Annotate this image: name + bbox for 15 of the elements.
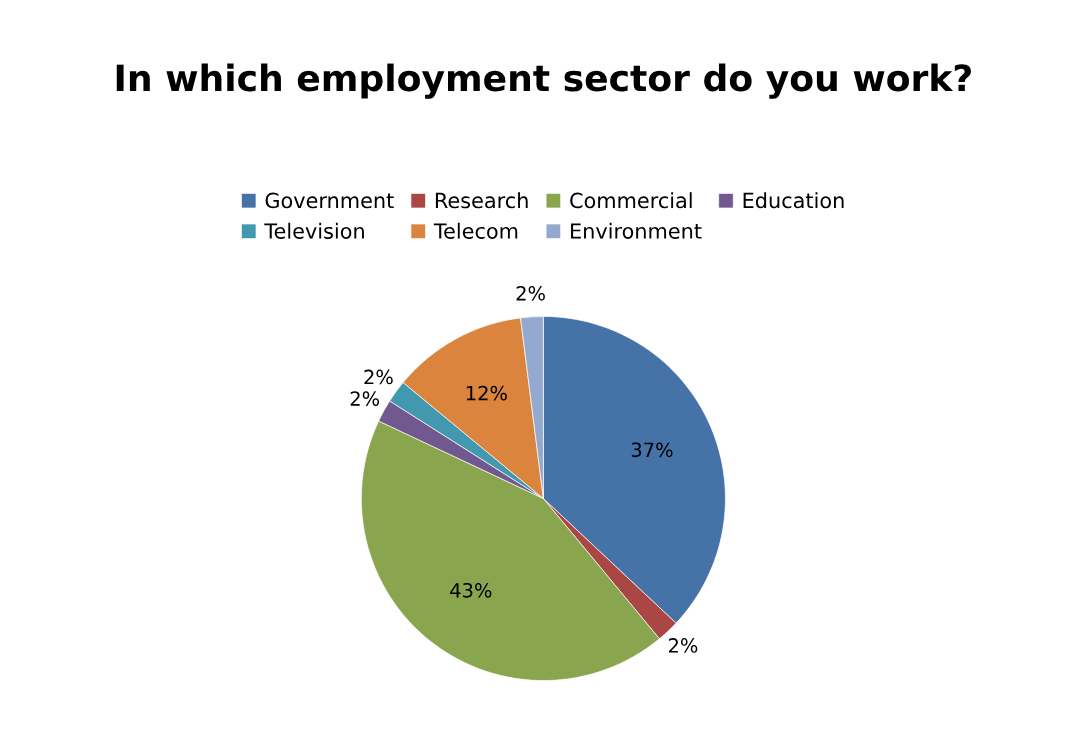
data-label: 2% (516, 285, 545, 301)
chart-title: In which employment sector do you work? (116, 63, 971, 99)
data-label: 2% (364, 369, 393, 385)
data-label: 2% (668, 638, 698, 653)
legend-label: Environment (571, 222, 702, 239)
legend-label: Television (264, 222, 364, 239)
data-label: 2% (350, 391, 380, 406)
data-label: 37% (631, 442, 673, 458)
data-label: 43% (450, 582, 492, 598)
legend-label: Research (435, 192, 528, 209)
data-label: 12% (466, 385, 507, 401)
legend-label: Commercial (570, 192, 692, 209)
legend-label: Government (265, 192, 394, 209)
legend-label: Telecom (433, 222, 518, 239)
legend-label: Education (743, 192, 844, 209)
